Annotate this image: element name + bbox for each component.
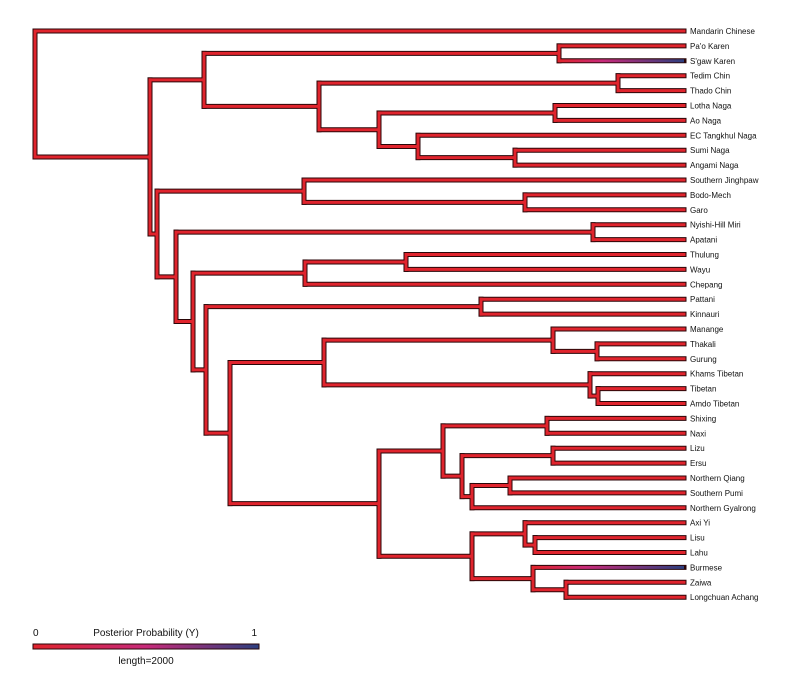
- tip-label: Naxi: [690, 429, 706, 438]
- tip-label: Garo: [690, 206, 708, 215]
- tree-edges: [32, 28, 687, 600]
- tip-label: Tedim Chin: [690, 72, 730, 81]
- branch-s-gaw-karen: [559, 59, 684, 63]
- tip-label: Pattani: [690, 295, 715, 304]
- tip-label: Thakali: [690, 340, 716, 349]
- tip-label: Longchuan Achang: [690, 593, 759, 602]
- tip-label: Burmese: [690, 563, 723, 572]
- tip-label: Lisu: [690, 534, 705, 543]
- tip-label: Northern Gyalrong: [690, 504, 756, 513]
- tip-label: Shixing: [690, 414, 716, 423]
- tip-label: EC Tangkhul Naga: [690, 131, 757, 140]
- legend: 0 Posterior Probability (Y) 1 length=200…: [32, 628, 260, 667]
- legend-color-bar: [32, 643, 260, 650]
- tip-label: Zaiwa: [690, 578, 712, 587]
- tip-label: Manange: [690, 325, 724, 334]
- tip-label: Sumi Naga: [690, 146, 730, 155]
- tip-label: Gurung: [690, 355, 717, 364]
- tip-label: Kinnauri: [690, 310, 720, 319]
- tip-label: Northern Qiang: [690, 474, 745, 483]
- legend-min-label: 0: [33, 628, 39, 639]
- tip-label: Thulung: [690, 251, 719, 260]
- tip-label: Wayu: [690, 265, 710, 274]
- tip-label: Axi Yi: [690, 519, 710, 528]
- tip-label: Southern Pumi: [690, 489, 743, 498]
- legend-max-label: 1: [251, 628, 257, 639]
- tip-label: Khams Tibetan: [690, 370, 743, 379]
- tip-label: Amdo Tibetan: [690, 400, 739, 409]
- scale-length-label: length=2000: [118, 656, 174, 667]
- tip-label: S'gaw Karen: [690, 57, 735, 66]
- branch-burmese: [533, 565, 684, 569]
- tip-label: Tibetan: [690, 385, 716, 394]
- tip-label: Bodo-Mech: [690, 191, 731, 200]
- tip-label: Chepang: [690, 280, 722, 289]
- tip-labels: Mandarin Chinese Pa'o Karen S'gaw Karen Ted…: [690, 27, 759, 602]
- tip-label: Southern Jinghpaw: [690, 176, 759, 185]
- tip-label: Lotha Naga: [690, 102, 732, 111]
- tip-label: Angami Naga: [690, 161, 739, 170]
- legend-title: Posterior Probability (Y): [93, 628, 199, 639]
- tip-label: Ao Naga: [690, 116, 722, 125]
- tip-label: Apatani: [690, 236, 717, 245]
- tip-label: Pa'o Karen: [690, 42, 729, 51]
- tip-label: Ersu: [690, 459, 706, 468]
- tip-label: Lizu: [690, 444, 705, 453]
- tip-label: Lahu: [690, 549, 708, 558]
- tip-label: Mandarin Chinese: [690, 27, 755, 36]
- tip-label: Thado Chin: [690, 87, 731, 96]
- tip-label: Nyishi-Hill Miri: [690, 221, 741, 230]
